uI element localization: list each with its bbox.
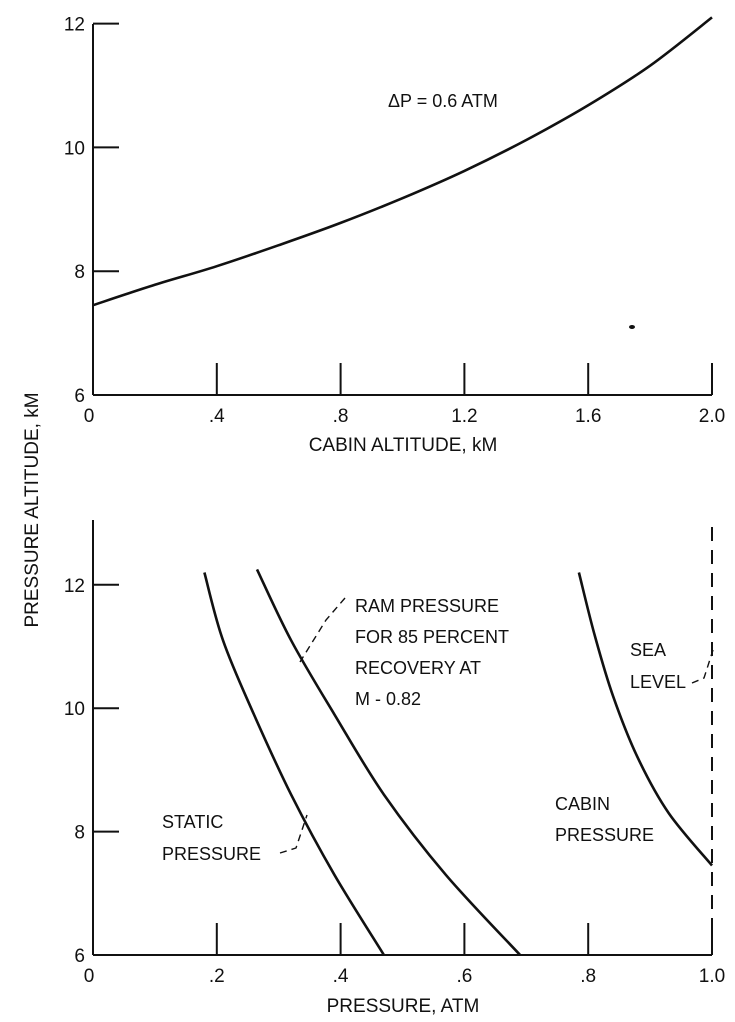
cabin-annotation-line-1: CABIN bbox=[555, 794, 610, 814]
bottom-series-static-pressure bbox=[203, 572, 386, 956]
top-x-tick-label: 0 bbox=[84, 406, 95, 427]
bottom-y-tick-label: 6 bbox=[74, 946, 85, 967]
ram-pressure-annotation: RAM PRESSURE FOR 85 PERCENT RECOVERY AT … bbox=[299, 596, 509, 709]
bottom-chart-series bbox=[203, 523, 714, 956]
top-y-tick-label: 8 bbox=[74, 262, 85, 283]
bottom-y-tick-label: 10 bbox=[64, 699, 85, 720]
bottom-x-tick-label: .4 bbox=[333, 966, 349, 987]
top-chart-ticks: 0 .4 .8 1.2 1.6 2.0 6 8 10 12 bbox=[64, 15, 725, 427]
sea-level-leader-line bbox=[691, 649, 714, 684]
bottom-x-tick-label: .2 bbox=[209, 966, 225, 987]
shared-y-axis-label: PRESSURE ALTITUDE, kM bbox=[22, 392, 43, 627]
cabin-pressure-annotation: CABIN PRESSURE bbox=[555, 794, 654, 845]
sea-level-line-1: SEA bbox=[630, 640, 666, 660]
static-leader-line bbox=[279, 814, 308, 854]
ram-annotation-line-3: RECOVERY AT bbox=[355, 658, 481, 678]
top-series-p-0-6-atm bbox=[92, 16, 713, 307]
bottom-chart: 0 .2 .4 .6 .8 1.0 6 8 10 12 PRESSURE, ATM RAM PRE… bbox=[64, 520, 725, 1017]
top-chart-axes bbox=[92, 24, 712, 396]
bottom-series-ram-pressure-for-85-percent-recovery-at-m-0-82 bbox=[255, 568, 522, 956]
ram-annotation-line-1: RAM PRESSURE bbox=[355, 596, 499, 616]
ram-annotation-line-4: M - 0.82 bbox=[355, 689, 421, 709]
top-x-tick-label: 1.6 bbox=[575, 406, 601, 427]
top-x-tick-label: 2.0 bbox=[699, 406, 725, 427]
bottom-chart-ticks: 0 .2 .4 .6 .8 1.0 6 8 10 12 bbox=[64, 576, 725, 987]
static-annotation-line-1: STATIC bbox=[162, 812, 223, 832]
ram-annotation-line-2: FOR 85 PERCENT bbox=[355, 627, 509, 647]
cabin-annotation-line-2: PRESSURE bbox=[555, 825, 654, 845]
ram-leader-line bbox=[299, 597, 346, 663]
bottom-y-tick-label: 12 bbox=[64, 576, 85, 597]
top-y-tick-label: 10 bbox=[64, 138, 85, 159]
delta-p-annotation: ΔP = 0.6 ATM bbox=[388, 91, 498, 111]
top-x-tick-label: 1.2 bbox=[451, 406, 477, 427]
bottom-chart-axes bbox=[92, 520, 712, 956]
bottom-series-cabin-pressure bbox=[577, 572, 714, 867]
static-annotation-line-2: PRESSURE bbox=[162, 844, 261, 864]
top-x-tick-label: .8 bbox=[333, 406, 349, 427]
bottom-x-axis-label: PRESSURE, ATM bbox=[327, 996, 480, 1017]
static-pressure-annotation: STATIC PRESSURE bbox=[162, 812, 308, 864]
bottom-x-tick-label: 1.0 bbox=[699, 966, 725, 987]
bottom-y-tick-label: 8 bbox=[74, 823, 85, 844]
sea-level-line-2: LEVEL bbox=[630, 672, 686, 692]
top-x-axis-label: CABIN ALTITUDE, kM bbox=[309, 435, 498, 456]
top-y-tick-label: 6 bbox=[74, 386, 85, 407]
top-chart-series bbox=[92, 16, 713, 307]
bottom-x-tick-label: .6 bbox=[456, 966, 472, 987]
top-x-tick-label: .4 bbox=[209, 406, 225, 427]
scan-mark bbox=[629, 325, 635, 329]
top-y-tick-label: 12 bbox=[64, 15, 85, 36]
bottom-x-tick-label: .8 bbox=[580, 966, 596, 987]
bottom-x-tick-label: 0 bbox=[84, 966, 95, 987]
sea-level-annotation: SEA LEVEL bbox=[630, 640, 714, 692]
